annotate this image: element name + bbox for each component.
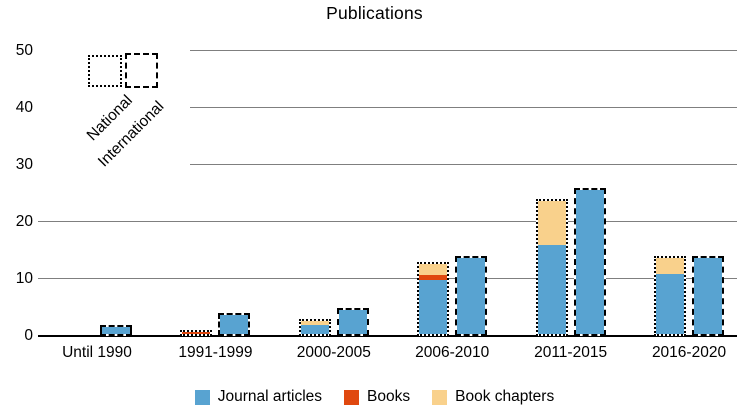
x-tick-label-2011-2015: 2011-2015 bbox=[534, 344, 608, 361]
segment-books bbox=[419, 274, 448, 281]
x-tick-label-2006-2010: 2006-2010 bbox=[415, 344, 490, 361]
bar-national-2000-2005 bbox=[298, 318, 331, 336]
segment-journal-articles bbox=[102, 326, 130, 334]
bar-national-1991-1999 bbox=[180, 330, 213, 336]
y-tick-label-10: 10 bbox=[15, 269, 33, 287]
color-legend: Journal articles Books Book chapters bbox=[0, 388, 749, 406]
bar-national-2006-2010 bbox=[417, 261, 450, 336]
y-tick-label-50: 50 bbox=[15, 41, 33, 59]
y-tick-label-20: 20 bbox=[15, 212, 33, 230]
gridline-40 bbox=[190, 106, 737, 109]
segment-journal-articles bbox=[694, 258, 722, 334]
gridline-50 bbox=[190, 49, 737, 52]
x-tick-label-1991-1999: 1991-1999 bbox=[178, 344, 253, 361]
segment-journal-articles bbox=[419, 280, 448, 334]
legend-swatch-book-chapters bbox=[432, 389, 448, 405]
legend-swatch-books bbox=[344, 389, 360, 405]
x-tick-label-2016-2020: 2016-2020 bbox=[651, 344, 727, 361]
bar-international-2000-2005 bbox=[336, 307, 369, 336]
legend-label-journal-articles: Journal articles bbox=[217, 388, 323, 405]
x-axis-line bbox=[38, 334, 737, 337]
bar-international-2011-2015 bbox=[573, 187, 606, 336]
segment-journal-articles bbox=[300, 325, 329, 334]
y-tick-label-30: 30 bbox=[15, 155, 33, 173]
legend-item-book-chapters: Book chapters bbox=[432, 388, 554, 406]
bar-national-2011-2015 bbox=[535, 199, 568, 336]
legend-item-books: Books bbox=[344, 388, 410, 406]
bar-international-1991-1999 bbox=[218, 313, 251, 336]
legend-swatch-journal-articles bbox=[194, 389, 210, 405]
legend-label-books: Books bbox=[367, 388, 411, 405]
segment-journal-articles bbox=[656, 274, 684, 334]
y-tick-label-0: 0 bbox=[24, 326, 33, 344]
legend-item-journal-articles: Journal articles bbox=[194, 388, 323, 406]
gridline-20 bbox=[38, 220, 737, 223]
segment-books bbox=[182, 332, 211, 334]
segment-book-chapters bbox=[419, 263, 448, 275]
x-tick-label-2000-2005: 2000-2005 bbox=[296, 344, 371, 361]
gridline-10 bbox=[38, 277, 737, 280]
bar-international-2006-2010 bbox=[455, 256, 488, 336]
segment-journal-articles bbox=[457, 258, 486, 334]
segment-journal-articles bbox=[537, 245, 566, 334]
segment-book-chapters bbox=[300, 320, 329, 326]
segment-journal-articles bbox=[338, 309, 367, 334]
gridline-30 bbox=[190, 163, 737, 166]
bar-national-2016-2020 bbox=[654, 256, 686, 336]
segment-book-chapters bbox=[656, 258, 684, 275]
national-pattern-swatch bbox=[88, 55, 122, 87]
segment-book-chapters bbox=[537, 201, 566, 246]
segment-journal-articles bbox=[220, 315, 249, 334]
y-tick-label-40: 40 bbox=[15, 98, 33, 116]
chart-title: Publications bbox=[326, 3, 423, 23]
bar-international-until-1990 bbox=[100, 324, 132, 336]
x-tick-label-until-1990: Until 1990 bbox=[62, 344, 132, 361]
segment-journal-articles bbox=[575, 189, 604, 334]
international-pattern-swatch bbox=[125, 53, 158, 88]
bar-international-2016-2020 bbox=[692, 256, 724, 336]
legend-label-book-chapters: Book chapters bbox=[455, 388, 555, 405]
